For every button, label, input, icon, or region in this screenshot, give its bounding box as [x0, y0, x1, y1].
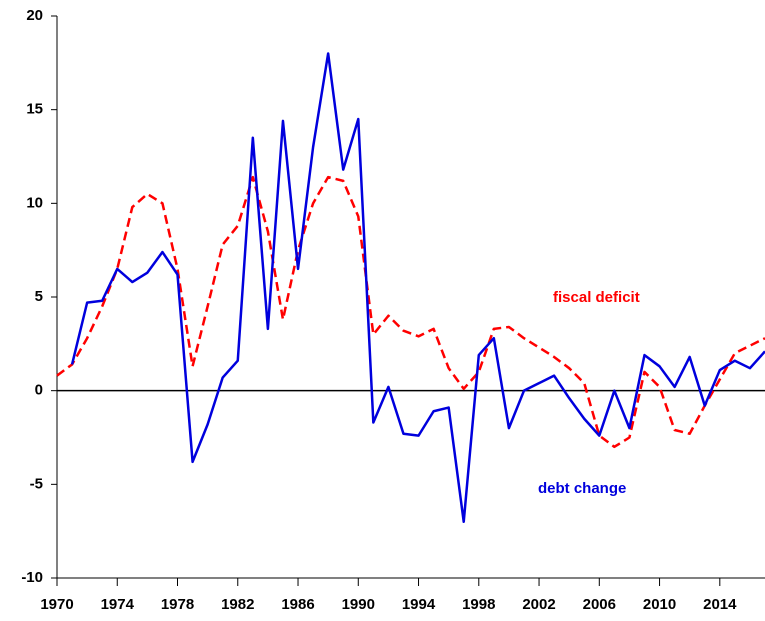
x-tick-label: 2006 [583, 596, 616, 613]
x-tick-label: 1982 [221, 596, 254, 613]
y-tick-label: 10 [26, 194, 43, 211]
y-tick-label: 20 [26, 7, 43, 24]
x-tick-label: 1970 [40, 596, 73, 613]
y-tick-label: -10 [21, 569, 43, 586]
series-label: debt change [538, 480, 626, 497]
x-tick-label: 1974 [101, 596, 135, 613]
x-tick-label: 2014 [703, 596, 737, 613]
x-tick-label: 1990 [342, 596, 375, 613]
y-tick-label: -5 [30, 475, 43, 492]
x-tick-label: 1978 [161, 596, 194, 613]
data-line [56, 175, 765, 449]
y-tick-label: 15 [26, 101, 43, 118]
x-tick-label: 1986 [281, 596, 314, 613]
x-tick-label: 2010 [643, 596, 676, 613]
data-line [70, 52, 765, 524]
y-tick-label: 0 [35, 382, 43, 399]
y-tick-label: 5 [35, 288, 43, 305]
x-tick-label: 1994 [402, 596, 436, 613]
series-label: fiscal deficit [553, 289, 640, 306]
x-tick-label: 2002 [522, 596, 555, 613]
x-tick-label: 1998 [462, 596, 495, 613]
